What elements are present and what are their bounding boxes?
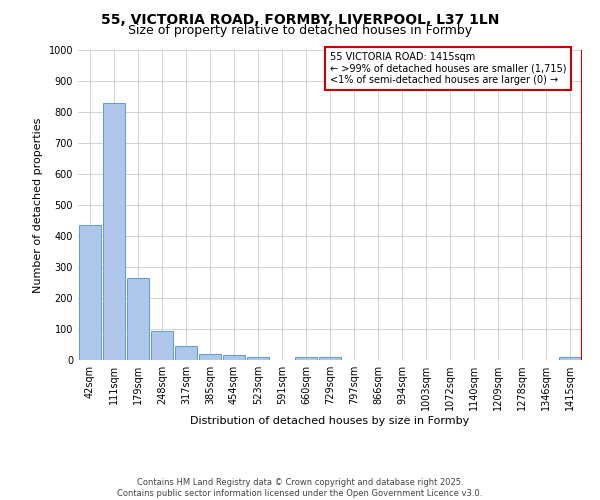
Bar [79,225,101,360]
Text: Size of property relative to detached houses in Formby: Size of property relative to detached ho… [128,24,472,37]
Bar [319,357,341,360]
Bar [295,357,317,360]
Text: Contains HM Land Registry data © Crown copyright and database right 2025.
Contai: Contains HM Land Registry data © Crown c… [118,478,482,498]
Y-axis label: Number of detached properties: Number of detached properties [33,118,43,292]
Text: 55, VICTORIA ROAD, FORMBY, LIVERPOOL, L37 1LN: 55, VICTORIA ROAD, FORMBY, LIVERPOOL, L3… [101,12,499,26]
Bar [151,330,173,360]
Text: 55 VICTORIA ROAD: 1415sqm
← >99% of detached houses are smaller (1,715)
<1% of s: 55 VICTORIA ROAD: 1415sqm ← >99% of deta… [330,52,566,84]
Bar [223,356,245,360]
Bar [559,357,581,360]
Bar [199,354,221,360]
Bar [103,102,125,360]
Bar [247,357,269,360]
Bar [127,278,149,360]
X-axis label: Distribution of detached houses by size in Formby: Distribution of detached houses by size … [190,416,470,426]
Bar [175,346,197,360]
